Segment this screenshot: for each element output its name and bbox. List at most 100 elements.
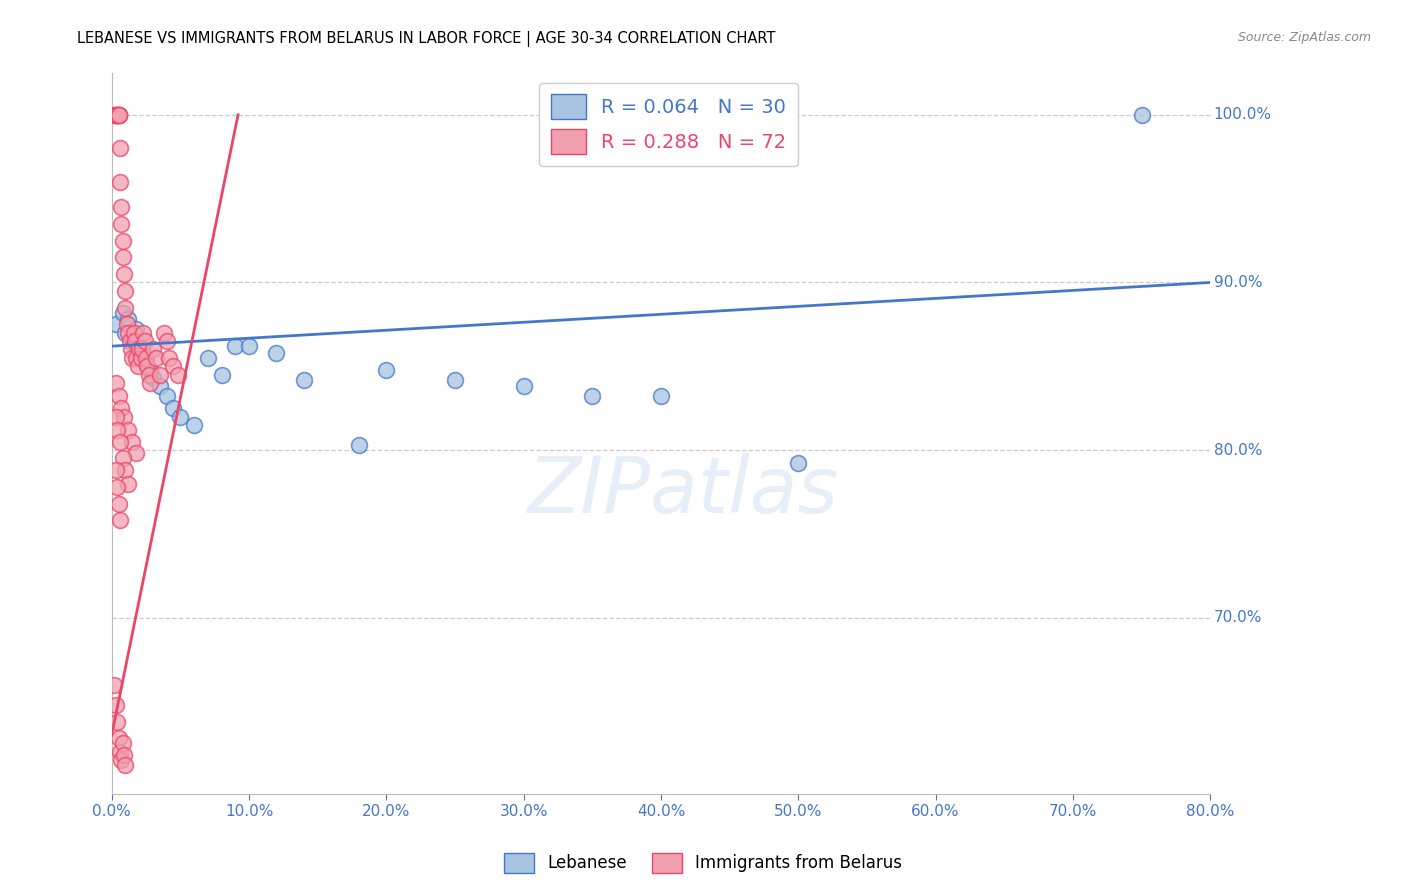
- Point: [125, 351, 148, 365]
- Point: [107, 108, 129, 122]
- Point: [138, 368, 160, 382]
- Text: ZIPatlas: ZIPatlas: [527, 453, 838, 529]
- Point: [157, 351, 180, 365]
- Point: [266, 346, 288, 360]
- Point: [111, 250, 134, 264]
- Point: [127, 359, 149, 374]
- Point: [120, 343, 142, 357]
- Point: [136, 359, 159, 374]
- Point: [139, 376, 162, 390]
- Point: [512, 379, 534, 393]
- Point: [107, 108, 129, 122]
- Point: [135, 356, 157, 370]
- Point: [125, 322, 148, 336]
- Point: [104, 463, 127, 477]
- Point: [105, 423, 128, 437]
- Point: [108, 513, 131, 527]
- Point: [134, 334, 156, 348]
- Point: [108, 434, 131, 449]
- Point: [110, 753, 132, 767]
- Legend: Lebanese, Immigrants from Belarus: Lebanese, Immigrants from Belarus: [498, 847, 908, 880]
- Text: Source: ZipAtlas.com: Source: ZipAtlas.com: [1237, 31, 1371, 45]
- Point: [121, 351, 143, 365]
- Point: [111, 234, 134, 248]
- Point: [110, 217, 132, 231]
- Point: [581, 389, 603, 403]
- Point: [105, 108, 128, 122]
- Point: [139, 362, 162, 376]
- Point: [110, 200, 132, 214]
- Point: [118, 334, 141, 348]
- Point: [292, 373, 315, 387]
- Point: [115, 318, 138, 332]
- Point: [117, 476, 139, 491]
- Text: LEBANESE VS IMMIGRANTS FROM BELARUS IN LABOR FORCE | AGE 30-34 CORRELATION CHART: LEBANESE VS IMMIGRANTS FROM BELARUS IN L…: [77, 31, 776, 47]
- Point: [444, 373, 467, 387]
- Text: 90.0%: 90.0%: [1213, 275, 1263, 290]
- Point: [162, 359, 184, 374]
- Point: [107, 497, 129, 511]
- Point: [1130, 108, 1153, 122]
- Point: [131, 346, 153, 360]
- Point: [125, 446, 148, 460]
- Point: [114, 463, 136, 477]
- Point: [153, 326, 176, 340]
- Point: [375, 362, 398, 376]
- Point: [238, 339, 260, 353]
- Point: [104, 376, 127, 390]
- Point: [108, 141, 131, 155]
- Point: [103, 108, 125, 122]
- Point: [117, 423, 139, 437]
- Point: [111, 736, 134, 750]
- Point: [104, 318, 127, 332]
- Text: 70.0%: 70.0%: [1213, 610, 1263, 625]
- Point: [650, 389, 672, 403]
- Point: [149, 379, 172, 393]
- Point: [142, 371, 165, 385]
- Point: [211, 368, 233, 382]
- Point: [347, 438, 370, 452]
- Text: 80.0%: 80.0%: [1213, 442, 1263, 458]
- Point: [107, 389, 129, 403]
- Point: [111, 305, 134, 319]
- Point: [131, 343, 153, 357]
- Point: [114, 284, 136, 298]
- Point: [107, 108, 129, 122]
- Point: [224, 339, 246, 353]
- Point: [135, 351, 157, 365]
- Point: [104, 108, 127, 122]
- Point: [108, 745, 131, 759]
- Point: [162, 401, 184, 416]
- Point: [121, 434, 143, 449]
- Point: [114, 301, 136, 315]
- Point: [105, 480, 128, 494]
- Point: [169, 409, 191, 424]
- Point: [121, 334, 143, 348]
- Point: [128, 339, 150, 353]
- Point: [104, 409, 127, 424]
- Point: [104, 108, 127, 122]
- Point: [128, 343, 150, 357]
- Point: [114, 758, 136, 772]
- Point: [111, 451, 134, 466]
- Point: [117, 312, 139, 326]
- Point: [105, 714, 128, 729]
- Point: [107, 731, 129, 746]
- Point: [114, 326, 136, 340]
- Point: [112, 747, 135, 762]
- Point: [105, 108, 128, 122]
- Point: [104, 698, 127, 712]
- Point: [112, 409, 135, 424]
- Point: [197, 351, 219, 365]
- Point: [110, 401, 132, 416]
- Legend: R = 0.064   N = 30, R = 0.288   N = 72: R = 0.064 N = 30, R = 0.288 N = 72: [538, 83, 797, 166]
- Point: [132, 326, 155, 340]
- Point: [156, 334, 179, 348]
- Point: [156, 389, 179, 403]
- Point: [112, 267, 135, 281]
- Text: 100.0%: 100.0%: [1213, 107, 1271, 122]
- Point: [183, 417, 205, 432]
- Point: [124, 334, 146, 348]
- Point: [108, 175, 131, 189]
- Point: [103, 678, 125, 692]
